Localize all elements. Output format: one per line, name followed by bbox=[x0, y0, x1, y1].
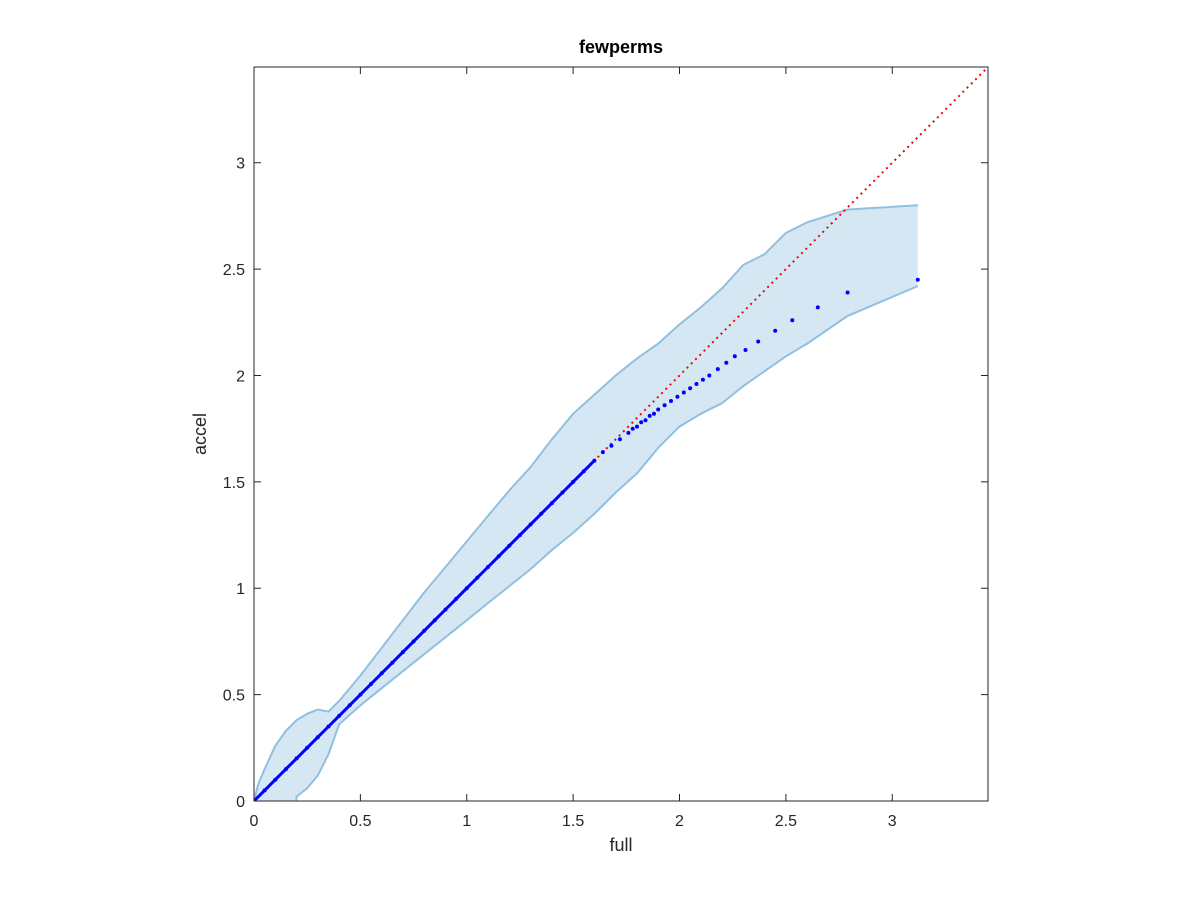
y-tick-label: 1 bbox=[236, 581, 245, 598]
data-point bbox=[411, 639, 416, 644]
x-tick-label: 0.5 bbox=[349, 813, 371, 830]
data-point bbox=[756, 339, 761, 344]
data-point bbox=[432, 618, 437, 623]
data-point bbox=[379, 671, 384, 676]
data-point bbox=[724, 360, 729, 365]
data-point bbox=[560, 490, 565, 495]
x-tick-label: 2 bbox=[675, 813, 684, 830]
data-point bbox=[707, 373, 712, 378]
data-point bbox=[592, 458, 597, 463]
confidence-band bbox=[254, 205, 918, 801]
x-axis-label: full bbox=[609, 835, 632, 855]
data-point bbox=[688, 386, 693, 391]
y-tick-label: 2 bbox=[236, 368, 245, 385]
chart-title: fewperms bbox=[579, 37, 663, 57]
x-axis-ticks: 0 0.5 1 1.5 2 2.5 3 bbox=[250, 67, 897, 830]
data-point bbox=[845, 290, 850, 295]
x-tick-label: 3 bbox=[888, 813, 897, 830]
data-point bbox=[347, 703, 352, 708]
data-point bbox=[549, 501, 554, 506]
data-points bbox=[254, 277, 920, 801]
x-tick-label: 1.5 bbox=[562, 813, 584, 830]
data-point bbox=[507, 543, 512, 548]
data-point bbox=[635, 424, 639, 429]
data-point bbox=[669, 399, 673, 403]
x-tick-label: 1 bbox=[462, 813, 471, 830]
data-point bbox=[273, 777, 278, 782]
data-point bbox=[369, 682, 373, 686]
data-point bbox=[609, 443, 614, 448]
data-point bbox=[600, 450, 605, 455]
data-point bbox=[571, 479, 576, 484]
data-point bbox=[528, 522, 533, 527]
data-point bbox=[283, 767, 288, 772]
y-tick-label: 2.5 bbox=[223, 262, 245, 279]
data-point bbox=[915, 277, 920, 282]
data-point bbox=[639, 420, 644, 425]
data-point bbox=[700, 377, 705, 382]
data-point bbox=[815, 305, 820, 310]
confidence-band-upper-edge bbox=[254, 204, 918, 801]
data-point bbox=[790, 318, 795, 323]
data-point bbox=[262, 788, 267, 793]
data-point bbox=[715, 367, 720, 372]
data-point bbox=[358, 692, 363, 697]
y-tick-label: 0.5 bbox=[223, 688, 245, 705]
data-point bbox=[681, 390, 686, 395]
data-point bbox=[732, 354, 737, 359]
data-point bbox=[626, 430, 631, 435]
confidence-band-lower-edge bbox=[254, 285, 919, 801]
data-point bbox=[422, 628, 427, 633]
data-point bbox=[517, 533, 522, 538]
y-axis-ticks: 0 0.5 1 1.5 2 2.5 3 bbox=[223, 156, 988, 811]
data-point bbox=[652, 411, 656, 416]
data-point bbox=[400, 650, 405, 655]
data-point bbox=[326, 724, 331, 729]
y-tick-label: 0 bbox=[236, 794, 245, 811]
data-point bbox=[662, 403, 667, 408]
data-point bbox=[464, 586, 469, 591]
plot-area bbox=[254, 67, 988, 801]
reference-line bbox=[254, 67, 988, 801]
data-point bbox=[337, 713, 342, 718]
data-point bbox=[475, 575, 480, 580]
data-point bbox=[773, 328, 778, 333]
data-point bbox=[305, 745, 310, 750]
data-point bbox=[647, 413, 652, 418]
y-axis-label: accel bbox=[190, 413, 210, 455]
y-tick-label: 1.5 bbox=[223, 475, 245, 492]
x-tick-label: 0 bbox=[250, 813, 259, 830]
data-point bbox=[617, 437, 622, 442]
data-point bbox=[656, 407, 661, 412]
data-point bbox=[643, 418, 648, 423]
data-point bbox=[454, 596, 459, 601]
data-point bbox=[675, 394, 680, 399]
y-tick-label: 3 bbox=[236, 156, 245, 173]
data-point bbox=[443, 607, 448, 612]
data-point bbox=[496, 554, 501, 559]
data-point bbox=[486, 565, 490, 569]
data-point bbox=[694, 382, 699, 386]
data-point bbox=[743, 348, 748, 352]
axes-box bbox=[253, 66, 989, 802]
data-point bbox=[581, 469, 586, 474]
data-point bbox=[390, 660, 395, 665]
data-point bbox=[630, 426, 635, 431]
data-point bbox=[294, 756, 299, 761]
x-tick-label: 2.5 bbox=[775, 813, 797, 830]
data-point bbox=[315, 735, 320, 740]
data-point bbox=[539, 511, 544, 516]
